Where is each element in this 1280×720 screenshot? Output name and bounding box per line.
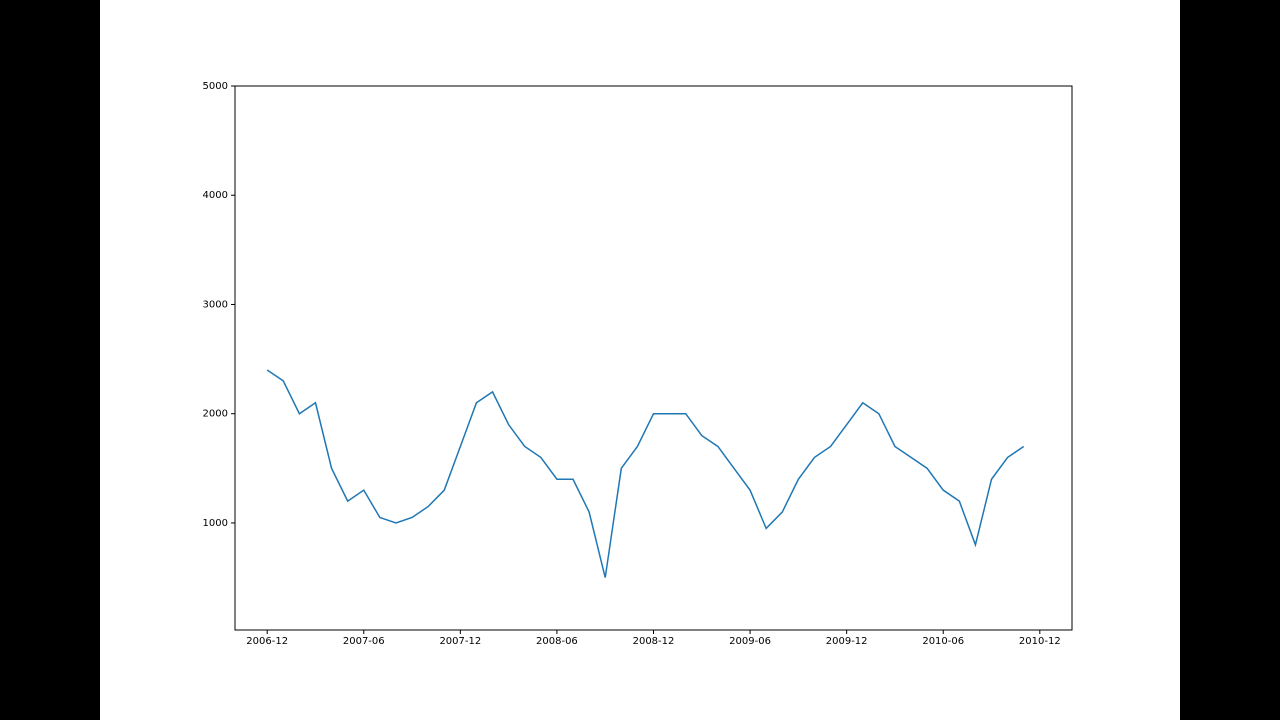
- x-tick-label: 2008-12: [633, 636, 675, 647]
- x-tick-label: 2010-06: [922, 636, 964, 647]
- canvas: [100, 0, 1180, 720]
- x-tick-label: 2006-12: [246, 636, 288, 647]
- x-tick-label: 2007-06: [343, 636, 385, 647]
- x-tick-label: 2007-12: [439, 636, 481, 647]
- x-tick-label: 2009-12: [826, 636, 868, 647]
- line: [266, 369, 1025, 578]
- y-tick-label: 4000: [203, 190, 228, 201]
- x-tick-label: 2008-06: [536, 636, 578, 647]
- x-tick-label: 2009-06: [729, 636, 771, 647]
- y-tick-label: 2000: [203, 409, 228, 420]
- y-tick-label: 3000: [203, 299, 228, 310]
- x-tick-label: 2010-12: [1019, 636, 1061, 647]
- y-tick-label: 5000: [203, 81, 228, 92]
- y-tick-label: 1000: [203, 518, 228, 529]
